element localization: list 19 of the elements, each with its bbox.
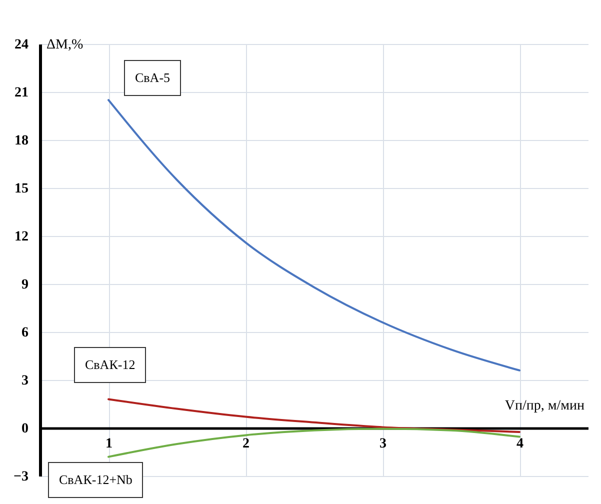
y-tick-label: 9 bbox=[22, 278, 28, 292]
x-tick-label: 1 bbox=[106, 436, 112, 452]
y-tick-label: −3 bbox=[14, 470, 28, 484]
y-tick-label: 0 bbox=[22, 422, 28, 436]
x-tick-label: 3 bbox=[380, 436, 386, 452]
x-tick-label: 2 bbox=[242, 436, 250, 452]
series-label: СвАК-12+Nb bbox=[48, 462, 144, 498]
x-axis-title: Vп/пр, м/мин bbox=[504, 398, 586, 414]
text: СвА-5 bbox=[124, 60, 182, 96]
x-tick-label: 4 bbox=[516, 436, 524, 452]
y-tick-label: 3 bbox=[22, 374, 28, 388]
y-tick-label: 21 bbox=[14, 86, 28, 100]
y-tick-label: 18 bbox=[14, 134, 28, 148]
y-tick-label: 6 bbox=[22, 326, 28, 340]
text: СвАК-12 bbox=[74, 347, 146, 383]
y-tick-label: 24 bbox=[14, 38, 28, 52]
y-tick-label: 15 bbox=[14, 182, 28, 196]
y-tick-label: 12 bbox=[14, 230, 28, 244]
y-axis-title: ΔM,% bbox=[46, 38, 84, 52]
